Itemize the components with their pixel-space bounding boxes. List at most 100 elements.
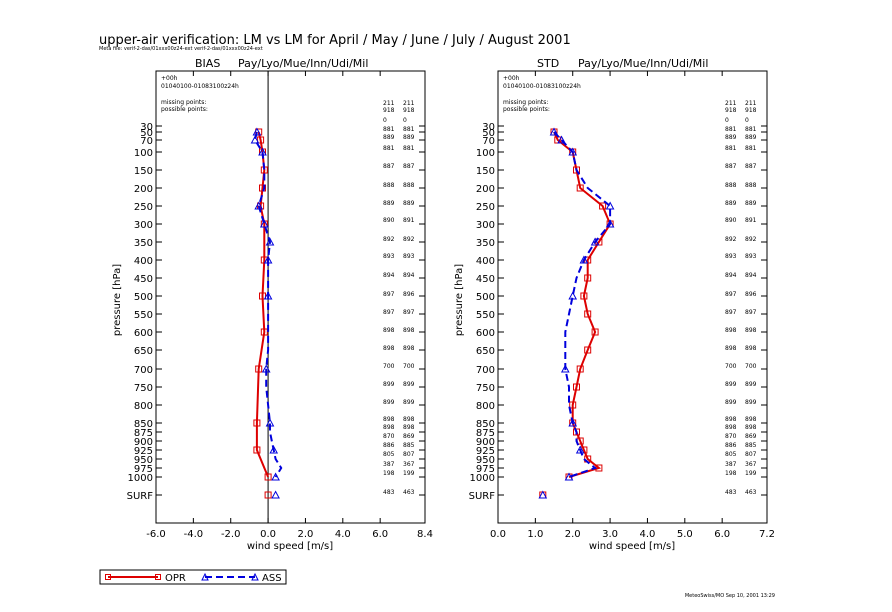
- bias-period-label: 01040100-01083100z24h: [161, 83, 239, 90]
- std-ytick-label: SURF: [469, 491, 496, 502]
- std-count-left: 211: [725, 100, 737, 107]
- std-count-left: 198: [725, 470, 737, 477]
- bias-count-right: 881: [403, 145, 415, 152]
- legend-ass-label: ASS: [262, 573, 282, 584]
- bias-ytick-label: 450: [134, 274, 153, 285]
- std-ytick-label: 700: [476, 365, 495, 376]
- std-count-right: 892: [745, 236, 757, 243]
- bias-count-right: 0: [403, 117, 407, 124]
- bias-ass-marker: [263, 291, 273, 300]
- bias-xtick-label: -6.0: [146, 529, 166, 540]
- std-ytick-label: 550: [476, 310, 495, 321]
- std-count-left: 898: [725, 416, 737, 423]
- std-count-right: 898: [745, 345, 757, 352]
- std-opr-marker: [576, 365, 584, 373]
- bias-count-left: 893: [383, 253, 395, 260]
- std-xtick-label: 3.0: [602, 529, 618, 540]
- std-opr-marker: [599, 202, 607, 210]
- std-count-right: 889: [745, 200, 757, 207]
- bias-ytick-label: 50: [140, 128, 153, 139]
- std-ass-marker: [568, 291, 578, 300]
- bias-xlabel: wind speed [m/s]: [247, 541, 333, 552]
- bias-panel-title: BIAS: [195, 57, 220, 70]
- std-opr-marker: [580, 292, 588, 300]
- std-count-left: 881: [725, 145, 737, 152]
- bias-count-left: 805: [383, 451, 395, 458]
- bias-ass-marker: [271, 472, 280, 481]
- bias-opr-marker: [255, 365, 263, 373]
- bias-ass-line: [253, 131, 283, 478]
- std-count-right: 889: [745, 134, 757, 141]
- bias-ytick-label: 750: [134, 383, 153, 394]
- std-xtick-label: 0.0: [490, 529, 506, 540]
- bias-xtick-label: 8.4: [417, 529, 433, 540]
- bias-ytick-label: 900: [134, 437, 153, 448]
- std-missing-label: missing points:: [503, 99, 548, 106]
- bias-ytick-label: 70: [140, 136, 153, 147]
- bias-count-right: 891: [403, 217, 415, 224]
- bias-panel: BIAS Pay/Lyo/Mue/Inn/Udi/Mil +00h 010401…: [112, 57, 433, 552]
- std-ytick-label: 600: [476, 328, 495, 339]
- std-count-left: 892: [725, 236, 737, 243]
- std-xtick-label: 6.0: [714, 529, 730, 540]
- bias-missing-label: missing points:: [161, 99, 206, 106]
- std-ytick-label: 950: [476, 455, 495, 466]
- std-count-right: 899: [745, 381, 757, 388]
- std-count-left: 899: [725, 381, 737, 388]
- bias-count-left: 870: [383, 433, 395, 440]
- std-count-left: 889: [725, 200, 737, 207]
- bias-ytick-label: 925: [134, 446, 153, 457]
- std-ass-marker: [579, 255, 589, 264]
- std-count-right: 807: [745, 451, 757, 458]
- bias-opr-marker: [253, 419, 261, 427]
- bias-count-right: 199: [403, 470, 415, 477]
- std-count-left: 897: [725, 309, 737, 316]
- std-forecast-label: +00h: [503, 75, 520, 82]
- std-count-right: 0: [745, 117, 749, 124]
- bias-count-right: 463: [403, 489, 415, 496]
- std-ass-marker: [568, 418, 578, 427]
- bias-count-right: 899: [403, 381, 415, 388]
- std-ytick-label: 350: [476, 238, 495, 249]
- std-xtick-label: 5.0: [677, 529, 693, 540]
- legend-opr-marker: [105, 574, 111, 580]
- bias-count-left: 889: [383, 134, 395, 141]
- bias-ass-marker: [259, 219, 269, 228]
- std-count-left: 887: [725, 163, 737, 170]
- std-ass-marker: [605, 201, 615, 210]
- bias-xtick-label: -4.0: [184, 529, 204, 540]
- footer-stamp: MeteoSwiss/MO Sep 10, 2001 13:29: [685, 593, 775, 599]
- bias-ass-marker: [263, 255, 273, 264]
- std-count-left: 897: [725, 291, 737, 298]
- bias-xtick-label: 0.0: [260, 529, 276, 540]
- bias-ytick-label: 800: [134, 401, 153, 412]
- bias-count-left: 890: [383, 217, 395, 224]
- bias-ylabel: pressure [hPa]: [112, 264, 123, 336]
- std-ass-marker: [605, 219, 615, 228]
- std-count-left: 387: [725, 461, 737, 468]
- std-count-left: 898: [725, 327, 737, 334]
- bias-xtick-label: 4.0: [335, 529, 351, 540]
- bias-ytick-label: 150: [134, 166, 153, 177]
- std-ass-marker: [538, 490, 548, 499]
- std-count-right: 896: [745, 291, 757, 298]
- bias-count-right: 881: [403, 126, 415, 133]
- bias-ytick-label: 850: [134, 419, 153, 430]
- bias-ass-marker: [250, 135, 260, 144]
- bias-count-left: 387: [383, 461, 395, 468]
- bias-count-left: 897: [383, 309, 395, 316]
- std-ytick-label: 70: [482, 136, 495, 147]
- std-count-left: 888: [725, 182, 737, 189]
- std-ytick-label: 1000: [470, 473, 495, 484]
- std-count-right: 881: [745, 145, 757, 152]
- std-panel: STD Pay/Lyo/Mue/Inn/Udi/Mil +00h 0104010…: [454, 57, 775, 552]
- std-ytick-label: 875: [476, 428, 495, 439]
- std-count-right: 463: [745, 489, 757, 496]
- bias-count-left: 700: [383, 363, 395, 370]
- legend-opr-marker: [155, 574, 161, 580]
- bias-ytick-label: 100: [134, 148, 153, 159]
- bias-ytick-label: 875: [134, 428, 153, 439]
- std-period-label: 01040100-01083100z24h: [503, 83, 581, 90]
- std-ytick-label: 50: [482, 128, 495, 139]
